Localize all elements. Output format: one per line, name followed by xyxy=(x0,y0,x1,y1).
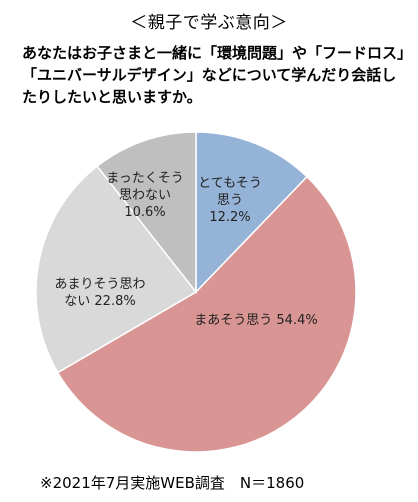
survey-question: あなたはお子さまと一緒に「環境問題」や「フードロス」「ユニバーサルデザイン」など… xyxy=(22,44,405,106)
pie-slice xyxy=(195,131,309,294)
pie-slice xyxy=(96,131,197,295)
slice-label: まったくそう思わない 10.6% xyxy=(106,171,183,220)
slice-label: とてもそう思う 12.2% xyxy=(198,176,262,225)
slice-label: あまりそう思わない 22.8% xyxy=(54,277,145,309)
pie-slice xyxy=(35,165,198,374)
pie-slice xyxy=(56,175,357,453)
chart-heading: ＜親子で学ぶ意向＞ xyxy=(130,13,288,33)
survey-footnote: ※2021年7月実施WEB調査 N＝1860 xyxy=(40,474,305,492)
slice-label: まあそう思う 54.4% xyxy=(194,313,317,328)
